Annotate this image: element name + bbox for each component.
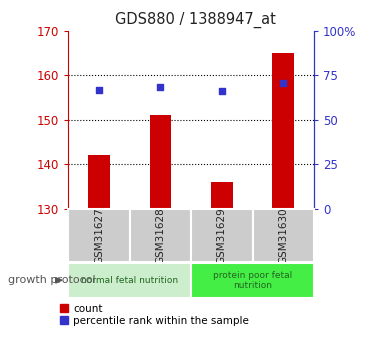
Point (280, 80, 286, 85)
Bar (68, 209, 129, 262)
Text: GSM31628: GSM31628 (155, 207, 165, 264)
Text: growth protocol: growth protocol (8, 275, 96, 285)
Legend: count, percentile rank within the sample: count, percentile rank within the sample (60, 304, 249, 326)
Bar (191, 209, 253, 262)
Text: GSM31627: GSM31627 (94, 207, 104, 264)
Text: normal fetal nutrition: normal fetal nutrition (81, 276, 178, 285)
Bar (211, 182, 232, 345)
Bar (191, 263, 314, 298)
Bar (88, 155, 110, 345)
Bar (150, 116, 171, 345)
Bar (68, 263, 191, 298)
Bar (253, 209, 314, 262)
Text: GSM31629: GSM31629 (217, 207, 227, 264)
Text: GDS880 / 1388947_at: GDS880 / 1388947_at (115, 12, 275, 28)
Text: GSM31630: GSM31630 (278, 207, 288, 264)
Bar (129, 209, 191, 262)
Text: protein poor fetal
nutrition: protein poor fetal nutrition (213, 270, 292, 290)
Point (219, 89, 225, 94)
Point (96, 87, 102, 92)
Point (157, 84, 163, 90)
Bar (273, 53, 294, 345)
